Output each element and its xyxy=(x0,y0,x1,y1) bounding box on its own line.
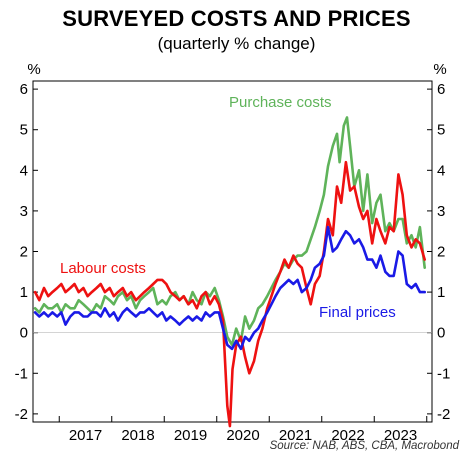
source-note: Source: NAB, ABS, CBA, Macrobond xyxy=(270,440,460,452)
series-line-final-prices xyxy=(33,225,426,351)
x-tick-label: 2023 xyxy=(384,427,417,444)
x-tick-label: 2021 xyxy=(279,427,312,444)
y-tick-label-left: 6 xyxy=(20,81,28,98)
y-tick-label-right: 2 xyxy=(437,244,445,261)
y-tick-label-right: 3 xyxy=(437,203,445,220)
y-tick-label-left: 5 xyxy=(20,122,28,139)
y-tick-label-left: -2 xyxy=(15,406,28,423)
series-line-labour-costs xyxy=(33,160,426,428)
y-tick-label-left: -1 xyxy=(15,365,28,382)
label-purchase-costs: Purchase costs xyxy=(229,94,332,111)
label-final-prices: Final prices xyxy=(319,304,396,321)
x-tick-label: 2017 xyxy=(69,427,102,444)
chart-title: SURVEYED COSTS AND PRICES xyxy=(62,6,411,31)
series-lines xyxy=(33,116,426,428)
x-tick-label: 2018 xyxy=(121,427,154,444)
y-unit-left: % xyxy=(27,61,40,78)
label-labour-costs: Labour costs xyxy=(60,260,146,277)
series-line-purchase-costs xyxy=(33,116,426,347)
y-tick-label-right: 1 xyxy=(437,284,445,301)
y-tick-label-right: 0 xyxy=(437,325,445,342)
y-tick-label-right: 5 xyxy=(437,122,445,139)
y-tick-label-right: 6 xyxy=(437,81,445,98)
y-tick-label-left: 3 xyxy=(20,203,28,220)
x-tick-label: 2019 xyxy=(174,427,207,444)
y-tick-label-left: 1 xyxy=(20,284,28,301)
y-unit-right: % xyxy=(433,61,446,78)
y-tick-label-left: 4 xyxy=(20,162,28,179)
chart-subtitle: (quarterly % change) xyxy=(157,34,316,53)
y-tick-label-left: 0 xyxy=(20,325,28,342)
axes: -2 -2 -1 -1 0 0 1 1 2 2 3 3 4 4 5 5 6 6 2017 2018 2019 2020 20… xyxy=(15,80,450,444)
x-tick-label: 2022 xyxy=(331,427,364,444)
y-tick-label-right: -1 xyxy=(437,365,450,382)
y-tick-label-right: 4 xyxy=(437,162,445,179)
y-tick-label-right: -2 xyxy=(437,406,450,423)
x-tick-label: 2020 xyxy=(226,427,259,444)
y-tick-label-left: 2 xyxy=(20,244,28,261)
